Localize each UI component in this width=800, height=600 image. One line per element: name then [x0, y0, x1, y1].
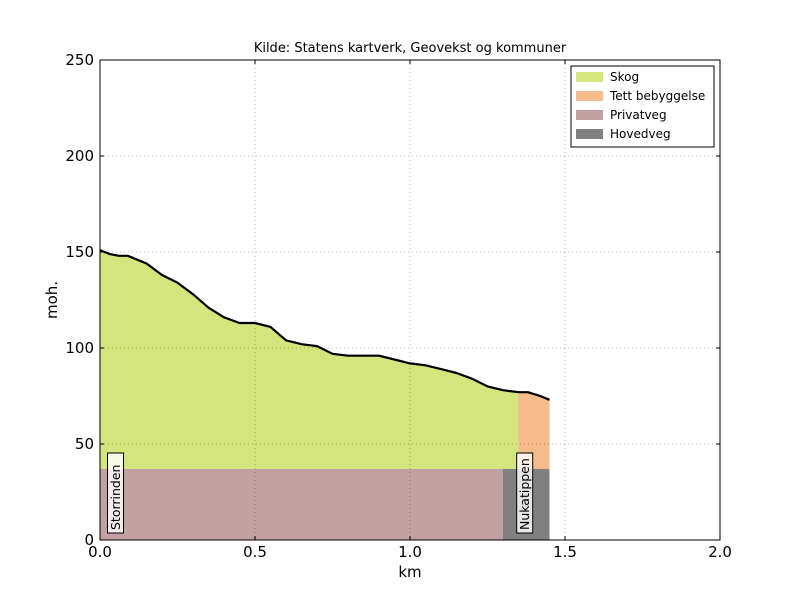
axis-ticks: 0.0 0.5 1.0 1.5 2.0 0 50 100 150 200 250: [65, 51, 732, 561]
place-label-box: [516, 452, 534, 534]
x-tick-label: 1.0: [398, 543, 422, 561]
legend-label: Privatveg: [610, 108, 667, 122]
y-tick-label: 0: [84, 531, 94, 549]
x-tick-label: 0.5: [243, 543, 267, 561]
y-axis-label: moh.: [43, 281, 61, 319]
x-axis-label: km: [398, 563, 421, 581]
y-tick-label: 50: [75, 435, 94, 453]
chart-title: Kilde: Statens kartverk, Geovekst og kom…: [254, 41, 567, 56]
area-skog: [100, 250, 519, 540]
place-label-box: [107, 452, 124, 534]
legend-label: Tett bebyggelse: [609, 89, 705, 103]
place-label: Nukatippen: [517, 458, 532, 530]
legend-swatch: [576, 91, 603, 101]
elevation-line: [99, 249, 550, 401]
grid-lines: [100, 60, 720, 540]
legend-swatch: [576, 110, 603, 120]
place-labels: Storrinden Nukatippen: [107, 452, 534, 534]
y-tick-label: 200: [65, 147, 94, 165]
x-tick-label: 0.0: [88, 543, 112, 561]
legend-label: Skog: [610, 70, 639, 84]
place-label: Storrinden: [108, 465, 123, 531]
y-tick-label: 150: [65, 243, 94, 261]
legend: Skog Tett bebyggelse Privatveg Hovedveg: [570, 65, 715, 148]
x-tick-label: 1.5: [553, 543, 577, 561]
legend-swatch: [576, 129, 603, 139]
y-tick-label: 100: [65, 339, 94, 357]
profile-line-layer: [99, 249, 550, 401]
legend-swatch: [576, 72, 603, 82]
road-privatveg: [100, 468, 503, 540]
y-tick-label: 250: [65, 51, 94, 69]
x-tick-label: 2.0: [708, 543, 732, 561]
legend-label: Hovedveg: [610, 127, 671, 141]
